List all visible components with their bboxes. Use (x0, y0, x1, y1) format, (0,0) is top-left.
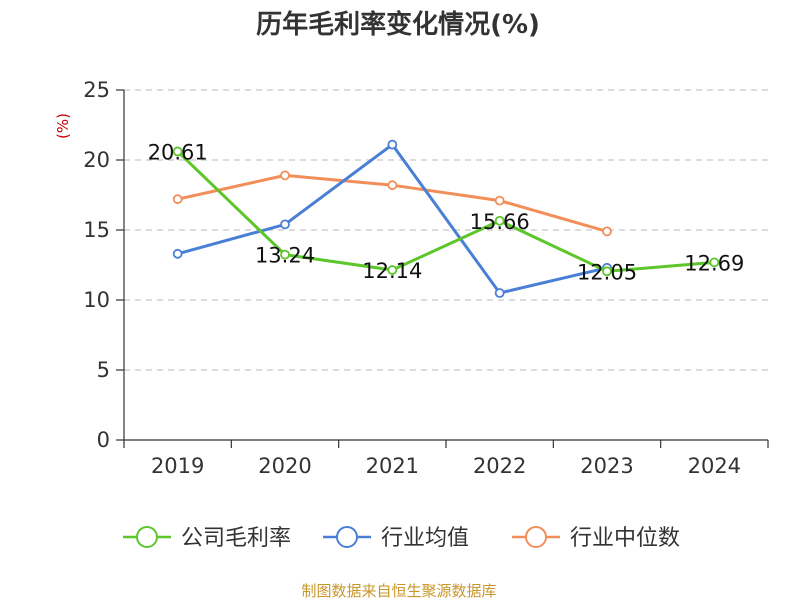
source-note: 制图数据来自恒生聚源数据库 (301, 582, 496, 600)
series-point-0[interactable] (494, 215, 505, 226)
legend-item-1[interactable]: 行业均值 (323, 526, 469, 551)
legend-marker-icon (136, 526, 158, 548)
x-tick-label: 2019 (151, 454, 204, 478)
y-tick-label: 10 (83, 288, 110, 312)
legend-item-0[interactable]: 公司毛利率 (123, 526, 291, 551)
series-point-2[interactable] (494, 195, 505, 206)
data-label: 12.05 (577, 260, 637, 284)
series-0 (172, 146, 720, 277)
x-tick-label: 2020 (258, 454, 311, 478)
series-point-1[interactable] (387, 139, 398, 150)
series-point-0[interactable] (602, 266, 612, 277)
data-label: 12.14 (362, 259, 422, 283)
legend-label: 行业均值 (381, 526, 469, 551)
y-tick-label: 15 (83, 218, 110, 242)
y-tick-label: 20 (83, 148, 110, 172)
chart-title: 历年毛利率变化情况(%) (256, 9, 540, 40)
data-label: 15.66 (470, 210, 530, 234)
x-tick-label: 2024 (688, 454, 741, 478)
y-tick-label: 25 (83, 78, 110, 102)
series-point-0[interactable] (172, 146, 183, 157)
series-point-1[interactable] (494, 288, 505, 298)
data-label: 12.69 (684, 251, 744, 275)
series-line-0 (176, 150, 715, 273)
data-label: 13.24 (255, 244, 315, 268)
y-axis-label: (%) (54, 113, 72, 139)
x-tick-label: 2021 (366, 454, 419, 478)
legend-item-2[interactable]: 行业中位数 (512, 526, 680, 551)
axes: 0 5 10 15 20 25 2019 2020 2021 2022 2023 2024 (83, 78, 769, 478)
series-point-1[interactable] (280, 219, 290, 230)
series-point-0[interactable] (387, 265, 398, 275)
legend-label: 行业中位数 (570, 526, 680, 551)
series-layer (172, 139, 720, 298)
series-point-2[interactable] (387, 180, 398, 191)
series-point-2[interactable] (602, 226, 612, 237)
y-tick-label: 0 (97, 428, 110, 452)
data-label: 20.61 (148, 140, 208, 164)
legend-marker-icon (525, 526, 547, 548)
grid-lines (124, 89, 768, 371)
legend[interactable]: 公司毛利率 行业均值 行业中位数 (123, 526, 680, 551)
legend-label: 公司毛利率 (181, 526, 291, 551)
series-point-0[interactable] (709, 257, 720, 268)
series-2 (172, 170, 612, 237)
x-tick-label: 2023 (580, 454, 633, 478)
y-tick-label: 5 (97, 358, 110, 382)
series-point-1[interactable] (172, 248, 183, 259)
series-point-2[interactable] (280, 170, 290, 181)
legend-marker-icon (336, 526, 358, 548)
series-point-2[interactable] (172, 194, 183, 205)
x-tick-label: 2022 (473, 454, 526, 478)
data-labels: 20.61 13.24 12.14 15.66 12.05 12.69 (148, 140, 745, 284)
series-point-0[interactable] (280, 249, 290, 260)
